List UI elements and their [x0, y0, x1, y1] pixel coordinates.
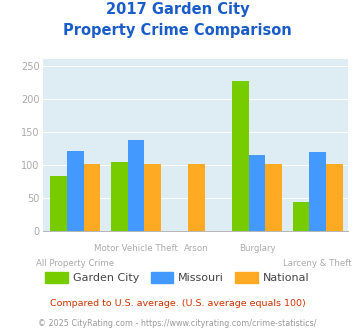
Bar	[266, 164, 282, 231]
Bar	[111, 162, 128, 231]
Bar	[249, 155, 266, 231]
Legend: Garden City, Missouri, National: Garden City, Missouri, National	[41, 268, 314, 288]
Bar	[232, 81, 249, 231]
Text: Arson: Arson	[184, 244, 209, 253]
Bar	[309, 152, 326, 231]
Text: Larceny & Theft: Larceny & Theft	[283, 259, 352, 268]
Text: All Property Crime: All Property Crime	[36, 259, 114, 268]
Text: © 2025 CityRating.com - https://www.cityrating.com/crime-statistics/: © 2025 CityRating.com - https://www.city…	[38, 319, 317, 328]
Text: Burglary: Burglary	[239, 244, 275, 253]
Bar	[293, 202, 309, 231]
Bar	[84, 164, 100, 231]
Text: 2017 Garden City: 2017 Garden City	[106, 2, 249, 16]
Bar	[67, 151, 84, 231]
Bar	[188, 164, 205, 231]
Bar	[50, 176, 67, 231]
Bar	[144, 164, 161, 231]
Text: Compared to U.S. average. (U.S. average equals 100): Compared to U.S. average. (U.S. average …	[50, 299, 305, 308]
Bar	[326, 164, 343, 231]
Text: Motor Vehicle Theft: Motor Vehicle Theft	[94, 244, 178, 253]
Bar	[128, 140, 144, 231]
Text: Property Crime Comparison: Property Crime Comparison	[63, 23, 292, 38]
